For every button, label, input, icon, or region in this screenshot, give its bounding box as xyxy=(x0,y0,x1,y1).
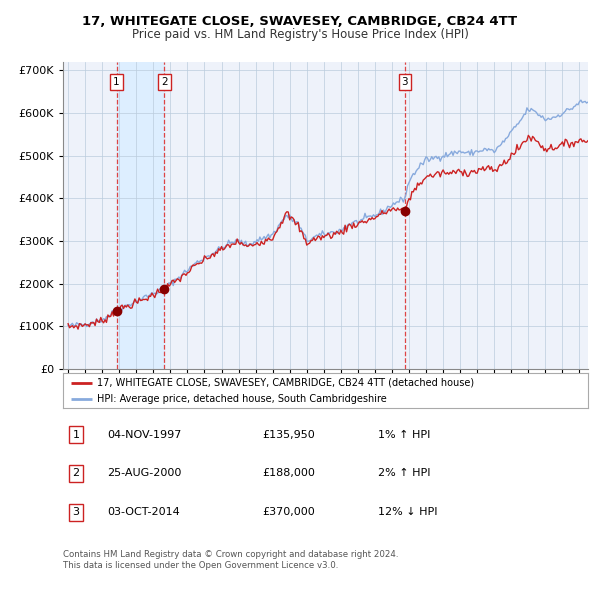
Text: 12% ↓ HPI: 12% ↓ HPI xyxy=(378,507,437,517)
Text: 3: 3 xyxy=(73,507,80,517)
Text: 04-NOV-1997: 04-NOV-1997 xyxy=(107,430,182,440)
Text: 17, WHITEGATE CLOSE, SWAVESEY, CAMBRIDGE, CB24 4TT (detached house): 17, WHITEGATE CLOSE, SWAVESEY, CAMBRIDGE… xyxy=(97,378,474,388)
Text: £135,950: £135,950 xyxy=(263,430,315,440)
Text: 1% ↑ HPI: 1% ↑ HPI xyxy=(378,430,430,440)
Text: 17, WHITEGATE CLOSE, SWAVESEY, CAMBRIDGE, CB24 4TT: 17, WHITEGATE CLOSE, SWAVESEY, CAMBRIDGE… xyxy=(82,15,518,28)
Text: 2% ↑ HPI: 2% ↑ HPI xyxy=(378,468,431,478)
Text: HPI: Average price, detached house, South Cambridgeshire: HPI: Average price, detached house, Sout… xyxy=(97,395,387,404)
Text: Contains HM Land Registry data © Crown copyright and database right 2024.: Contains HM Land Registry data © Crown c… xyxy=(63,550,398,559)
Text: 1: 1 xyxy=(113,77,120,87)
Text: 3: 3 xyxy=(401,77,408,87)
Text: 2: 2 xyxy=(161,77,167,87)
Text: 1: 1 xyxy=(73,430,80,440)
Text: 2: 2 xyxy=(73,468,80,478)
Text: 03-OCT-2014: 03-OCT-2014 xyxy=(107,507,181,517)
Text: This data is licensed under the Open Government Licence v3.0.: This data is licensed under the Open Gov… xyxy=(63,560,338,569)
Text: Price paid vs. HM Land Registry's House Price Index (HPI): Price paid vs. HM Land Registry's House … xyxy=(131,28,469,41)
Bar xyxy=(116,62,164,369)
Text: 25-AUG-2000: 25-AUG-2000 xyxy=(107,468,182,478)
Text: £188,000: £188,000 xyxy=(263,468,316,478)
Text: £370,000: £370,000 xyxy=(263,507,315,517)
